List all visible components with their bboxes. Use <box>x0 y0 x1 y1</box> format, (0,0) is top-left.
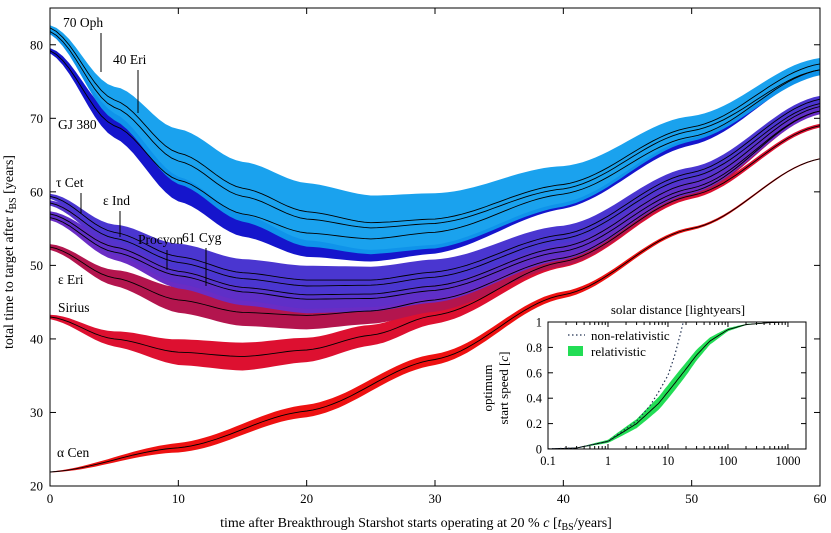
y-axis-label-suffix: [years] <box>2 155 17 197</box>
band-70-oph <box>50 25 820 250</box>
x-tick-label: 20 <box>300 491 313 506</box>
inset-y-tick-label: 1 <box>536 316 542 330</box>
inset-y-tick-label: 0.6 <box>526 366 542 380</box>
inset-relativistic-band <box>548 322 806 449</box>
y-axis-label: total time to target after tBS [years] <box>2 155 19 349</box>
inset-y-axis-label-c: c <box>496 356 511 362</box>
center-line-61-cyg <box>49 110 821 300</box>
y-axis-label-sub: BS <box>8 197 19 209</box>
inset-relativistic-line <box>547 321 806 450</box>
center-line-tau-cet <box>49 98 821 281</box>
y-tick-label: 80 <box>30 37 43 52</box>
inset-lines <box>547 321 806 450</box>
star-label-tau-cet: τ Cet <box>56 175 84 190</box>
inset-nonrelativistic-line <box>547 321 684 450</box>
inset-x-tick-label: 0.1 <box>540 454 556 468</box>
inset-y-tick-label: 0 <box>536 443 542 457</box>
y-tick-label: 20 <box>30 479 43 494</box>
center-line-70-oph <box>49 27 821 224</box>
center-line-procyon <box>49 106 821 296</box>
inset-x-tick-label: 1000 <box>775 454 800 468</box>
x-tick-label: 10 <box>172 491 185 506</box>
x-tick-label: 30 <box>429 491 442 506</box>
y-axis-label-t: t <box>2 209 17 214</box>
x-tick-label: 50 <box>685 491 698 506</box>
star-label-gj-380: GJ 380 <box>58 117 97 132</box>
legend-rel-label: relativistic <box>591 344 646 359</box>
legend-rel-swatch <box>568 346 583 356</box>
inset-relativistic-area <box>548 322 806 449</box>
center-line-alpha-cen <box>49 158 821 473</box>
y-tick-label: 60 <box>30 184 43 199</box>
inset-y-axis-label-line2-suffix: ] <box>496 352 511 356</box>
x-axis-label-prefix: time after Breakthrough Starshot starts … <box>220 516 543 531</box>
x-axis-label-open: [ <box>549 516 558 531</box>
inset-legend: non-relativistic relativistic <box>568 328 670 359</box>
inset-y-tick-label: 0.2 <box>526 417 542 431</box>
inset-y-axis-label-line2-prefix: start speed [ <box>496 362 511 425</box>
x-tick-label: 0 <box>47 491 54 506</box>
inset-y-tick-label: 0.4 <box>526 392 542 406</box>
center-line-gj-380 <box>49 50 821 240</box>
inset-y-axis-label: optimumstart speed [c] <box>480 352 511 425</box>
y-tick-label: 70 <box>30 111 43 126</box>
center-line-epsilon-eri <box>49 110 821 316</box>
y-axis-label-prefix: total time to target after <box>2 214 17 349</box>
star-label-40-eri: 40 Eri <box>113 52 147 67</box>
star-label-70-oph: 70 Oph <box>63 15 103 30</box>
center-line-40-eri <box>49 31 821 229</box>
y-tick-label: 50 <box>30 258 43 273</box>
inset-x-ticks: 0.1 1 10 100 1000 <box>540 322 807 468</box>
inset-axes-box <box>547 321 807 450</box>
star-label-61-cyg: 61 Cyg <box>182 230 222 245</box>
inset-x-tick-label: 10 <box>662 454 675 468</box>
center-line-epsilon-ind <box>49 103 821 287</box>
main-y-ticks: 20 30 40 50 60 70 80 <box>30 37 820 494</box>
star-label-alpha-cen: α Cen <box>57 445 89 460</box>
x-tick-label: 60 <box>814 491 827 506</box>
star-label-epsilon-eri: ε Eri <box>58 272 84 287</box>
x-axis-label-t: t <box>558 516 563 531</box>
x-tick-label: 40 <box>557 491 570 506</box>
star-label-sirius: Sirius <box>58 300 90 315</box>
legend-nonrel-label: non-relativistic <box>591 328 670 343</box>
main-bands <box>50 25 820 473</box>
x-axis-label-suffix: /years] <box>574 516 612 531</box>
y-tick-label: 30 <box>30 405 43 420</box>
x-axis-label: time after Breakthrough Starshot starts … <box>220 516 612 533</box>
inset-frame <box>547 321 807 450</box>
star-label-epsilon-ind: ε Ind <box>103 193 130 208</box>
inset-chart: 0.1 1 10 100 1000 0 0.2 0.4 0.6 0.8 1 solar dista… <box>480 302 807 468</box>
star-label-procyon: Procyon <box>138 232 183 247</box>
inset-x-tick-label: 1 <box>605 454 611 468</box>
main-center-lines <box>49 27 821 473</box>
band-sirius <box>50 123 820 371</box>
inset-y-tick-label: 0.8 <box>526 341 542 355</box>
inset-y-ticks: 0 0.2 0.4 0.6 0.8 1 <box>526 316 806 457</box>
center-line-sirius <box>49 125 821 358</box>
x-axis-label-c: c <box>543 516 550 531</box>
inset-y-axis-label-line1: optimum <box>480 365 495 412</box>
main-x-ticks: 0 10 20 30 40 50 60 <box>47 8 827 506</box>
y-tick-label: 40 <box>30 331 43 346</box>
inset-x-tick-label: 100 <box>719 454 738 468</box>
x-axis-label-sub: BS <box>562 522 574 533</box>
inset-title: solar distance [lightyears] <box>611 302 745 317</box>
